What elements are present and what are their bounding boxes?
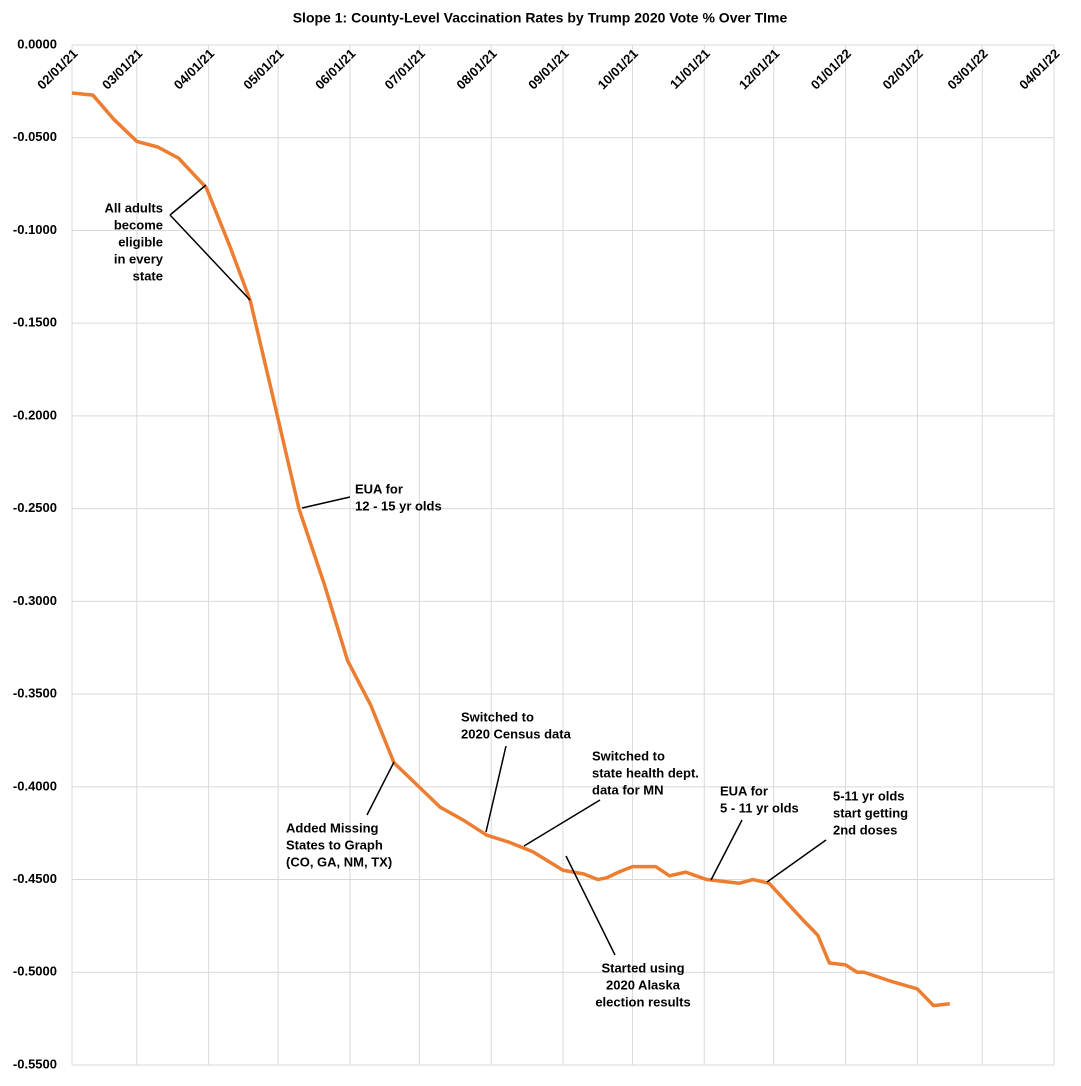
y-tick-label: -0.3000 <box>13 593 57 608</box>
annotation-leader <box>169 214 251 301</box>
annotation: States to Graph <box>286 837 383 852</box>
annotation: in every <box>114 251 164 266</box>
annotation: start getting <box>833 805 908 820</box>
annotation-leader <box>485 745 507 833</box>
annotation: EUA for <box>720 783 768 798</box>
annotation: state <box>133 268 163 283</box>
chart-title: Slope 1: County-Level Vaccination Rates … <box>293 10 788 26</box>
y-tick-label: -0.5000 <box>13 964 57 979</box>
annotation: election results <box>595 994 690 1009</box>
annotation: 5-11 yr olds <box>833 788 905 803</box>
y-tick-label: -0.1500 <box>13 315 57 330</box>
y-tick-label: -0.4500 <box>13 871 57 886</box>
annotation: EUA for <box>355 481 403 496</box>
y-tick-label: -0.3500 <box>13 686 57 701</box>
y-tick-label: -0.2000 <box>13 407 57 422</box>
annotation: become <box>114 217 163 232</box>
annotation: Switched to <box>461 709 534 724</box>
annotation: 2020 Alaska <box>606 977 681 992</box>
annotation: All adults <box>104 200 163 215</box>
annotation: state health dept. <box>592 765 699 780</box>
annotation-leader <box>169 184 207 216</box>
annotation: (CO, GA, NM, TX) <box>286 854 392 869</box>
annotation: 12 - 15 yr olds <box>355 498 442 513</box>
annotation: data for MN <box>592 782 664 797</box>
annotation: Added Missing <box>286 820 379 835</box>
annotation: Switched to <box>592 748 665 763</box>
y-tick-label: -0.1000 <box>13 222 57 237</box>
y-tick-label: -0.0500 <box>13 129 57 144</box>
annotation-leader <box>366 761 395 816</box>
annotation: 5 - 11 yr olds <box>720 800 799 815</box>
annotation: 2nd doses <box>833 822 897 837</box>
annotation-leader <box>523 799 601 847</box>
y-tick-label: 0.0000 <box>17 36 57 51</box>
annotation-leader <box>766 839 827 883</box>
annotation-leader <box>565 855 616 956</box>
annotation: eligible <box>118 234 163 249</box>
y-tick-label: -0.5500 <box>13 1056 57 1071</box>
y-tick-label: -0.2500 <box>13 500 57 515</box>
annotation: Started using <box>601 960 684 975</box>
y-tick-label: -0.4000 <box>13 778 57 793</box>
annotation: 2020 Census data <box>461 726 572 741</box>
annotation-leader <box>710 819 743 881</box>
annotation-leader <box>301 496 351 509</box>
